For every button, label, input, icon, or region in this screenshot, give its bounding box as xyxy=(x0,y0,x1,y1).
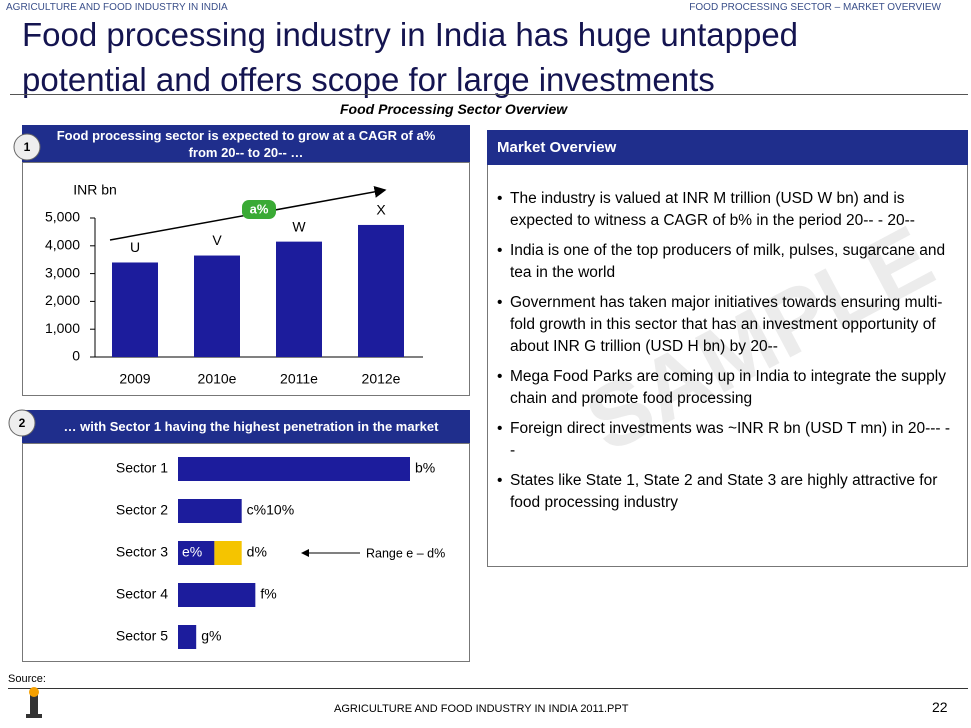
market-header: Market Overview xyxy=(487,130,968,165)
logo xyxy=(26,687,42,718)
bullet: States like State 1, State 2 and State 3… xyxy=(490,470,952,514)
bullet: Government has taken major initiatives t… xyxy=(490,292,952,358)
header-right: FOOD PROCESSING SECTOR – MARKET OVERVIEW xyxy=(689,2,941,13)
bullet: India is one of the top producers of mil… xyxy=(490,240,952,284)
bullet: The industry is valued at INR M trillion… xyxy=(490,188,952,232)
section-1-header: Food processing sector is expected to gr… xyxy=(22,125,470,162)
footer-text: AGRICULTURE AND FOOD INDUSTRY IN INDIA 2… xyxy=(334,703,629,715)
title-rule xyxy=(10,94,968,95)
chart-2-frame xyxy=(22,443,470,662)
page-number: 22 xyxy=(932,699,948,715)
section-title-line: from 20-- to 20-- … xyxy=(188,145,304,160)
subtitle: Food Processing Sector Overview xyxy=(340,101,568,117)
title-line: Food processing industry in India has hu… xyxy=(22,16,799,53)
slide-title: Food processing industry in India has hu… xyxy=(22,12,798,102)
chart-1-frame xyxy=(22,162,470,396)
bullet-list: The industry is valued at INR M trillion… xyxy=(490,188,952,522)
header-left: AGRICULTURE AND FOOD INDUSTRY IN INDIA xyxy=(6,2,228,13)
source: Source: xyxy=(8,673,46,685)
footer-rule xyxy=(8,688,968,689)
title-line: potential and offers scope for large inv… xyxy=(22,61,715,98)
bullet: Mega Food Parks are coming up in India t… xyxy=(490,366,952,410)
section-2-header: … with Sector 1 having the highest penet… xyxy=(22,410,470,443)
bullet: Foreign direct investments was ~INR R bn… xyxy=(490,418,952,462)
section-title-line: Food processing sector is expected to gr… xyxy=(56,128,436,143)
